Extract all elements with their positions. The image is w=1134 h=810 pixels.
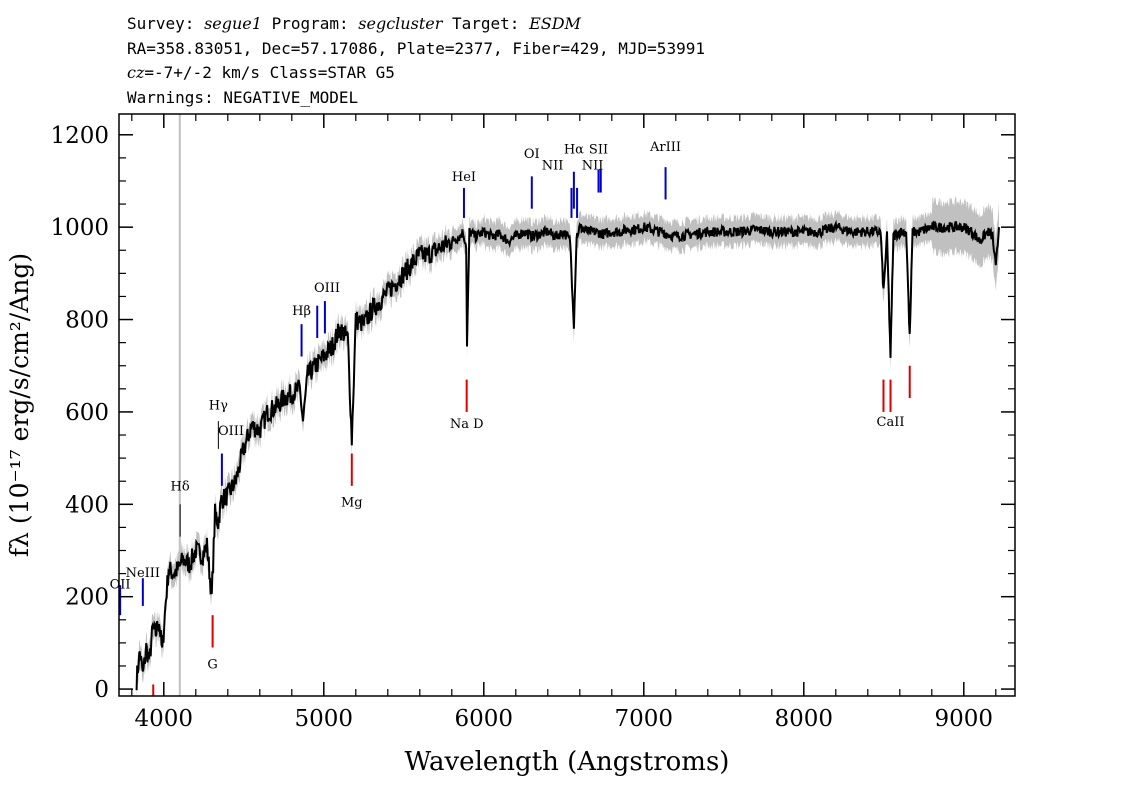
- cz-label: cz: [127, 63, 145, 82]
- y-tick-label: 1000: [50, 215, 109, 241]
- line-label-oiii: OIII: [314, 281, 340, 296]
- y-tick-label: 600: [65, 400, 109, 426]
- x-tick-label: 5000: [295, 706, 354, 732]
- line-label-oiii: OIII: [218, 424, 244, 439]
- line-label-oii: OII: [110, 577, 131, 592]
- x-tick-label: 8000: [775, 706, 834, 732]
- error-band: [136, 196, 1000, 702]
- y-tick-label: 200: [65, 585, 109, 611]
- line-label-h-: Hγ: [209, 399, 228, 414]
- line-label-h-: Hα: [564, 142, 584, 157]
- target-value: ESDM: [529, 14, 581, 33]
- y-tick-label: 0: [94, 677, 109, 703]
- x-tick-label: 7000: [615, 706, 674, 732]
- header-line-warnings: Warnings: NEGATIVE_MODEL: [127, 87, 359, 107]
- y-tick-label: 800: [65, 308, 109, 334]
- survey-label: Survey:: [127, 14, 195, 33]
- y-tick-label: 400: [65, 492, 109, 518]
- survey-value: segue1: [204, 14, 262, 33]
- x-axis-label: Wavelength (Angstroms): [405, 747, 730, 777]
- line-label-h-: Hβ: [292, 304, 311, 319]
- line-label-mg: Mg: [341, 496, 363, 511]
- line-label-caii: CaII: [877, 415, 905, 430]
- x-tick-label: 4000: [135, 706, 194, 732]
- line-label-neiii: NeIII: [126, 566, 160, 581]
- line-label-sii: SII: [589, 142, 608, 157]
- header-line-redshift: cz=-7+/-2 km/s Class=STAR G5: [127, 61, 1027, 86]
- line-label-na-d: Na D: [450, 417, 484, 432]
- line-label-ariii: ArIII: [649, 140, 681, 155]
- program-label: Program:: [271, 14, 349, 33]
- header-line-survey: Survey: segue1 Program: segcluster Targe…: [127, 12, 1027, 37]
- line-label-nii: NII: [542, 158, 564, 173]
- line-label-g: G: [207, 657, 217, 672]
- x-tick-label: 6000: [455, 706, 514, 732]
- target-label: Target:: [452, 14, 520, 33]
- error-band-layer: [136, 196, 1000, 702]
- line-label-hei: HeI: [452, 170, 476, 185]
- plot-frame: [118, 113, 1016, 697]
- line-label-oi: OI: [524, 147, 540, 162]
- x-tick-label: 9000: [935, 706, 994, 732]
- spectrum-header: Survey: segue1 Program: segcluster Targe…: [127, 12, 1027, 110]
- flux-series-line: [135, 219, 1000, 691]
- line-label-h-: Hδ: [171, 479, 190, 494]
- y-tick-label: 1200: [50, 123, 109, 149]
- program-value: segcluster: [358, 14, 443, 33]
- y-axis-label: fλ (10⁻¹⁷ erg/s/cm²/Ang): [5, 253, 34, 557]
- cz-value: =-7+/-2 km/s Class=STAR G5: [144, 63, 395, 82]
- header-line-coordinates: RA=358.83051, Dec=57.17086, Plate=2377, …: [127, 38, 705, 58]
- flux-layer: [135, 219, 1000, 691]
- axis-layer: 4000 5000 6000 7000 8000 9000 0 200 400 600 800 100…: [50, 114, 1015, 732]
